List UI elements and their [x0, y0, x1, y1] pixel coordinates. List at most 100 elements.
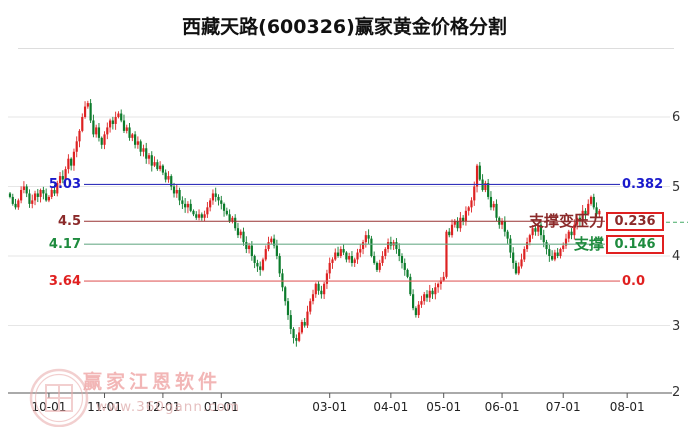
candle-body	[75, 141, 78, 152]
candle-body	[534, 228, 537, 232]
candle-body	[317, 283, 320, 291]
candle-body	[398, 249, 401, 256]
candle-body	[348, 256, 351, 260]
ratio-value-box: 0.146	[606, 234, 664, 254]
candle-body	[587, 203, 590, 215]
candle-body	[500, 221, 504, 225]
candle-body	[195, 214, 198, 218]
y-axis-label-6: 6	[672, 110, 681, 125]
candle-body	[242, 231, 245, 243]
candle-body	[395, 242, 398, 250]
candle-body	[367, 235, 370, 239]
candle-body	[234, 217, 237, 229]
candle-body	[331, 259, 334, 263]
candle-body	[359, 249, 362, 253]
ratio-value-label: 0.382	[622, 176, 664, 192]
candle-body	[309, 301, 312, 312]
x-axis-label-01-01: 01-01	[203, 400, 239, 414]
price-line-label-left: 3.64	[48, 273, 81, 289]
candle-body	[567, 231, 570, 239]
candle-body	[236, 228, 240, 236]
candle-body	[551, 256, 554, 260]
candle-body	[47, 196, 51, 201]
candle-body	[364, 235, 367, 243]
candle-body	[203, 214, 206, 218]
candle-body	[400, 256, 404, 263]
candle-body	[292, 328, 295, 339]
candle-body	[342, 249, 345, 253]
candle-body	[459, 217, 462, 229]
candle-body	[275, 245, 278, 256]
candle-body	[186, 203, 190, 208]
candle-body	[147, 155, 151, 159]
candle-body	[303, 322, 306, 326]
candle-body	[134, 134, 137, 145]
candle-body	[448, 231, 451, 236]
price-line-label-left: 4.5	[57, 213, 81, 229]
candle-body	[517, 266, 520, 274]
candle-body	[106, 127, 109, 135]
candle-body	[239, 231, 242, 236]
candle-body	[97, 127, 101, 138]
candle-body	[136, 141, 139, 145]
candle-body	[592, 196, 595, 208]
candle-body	[578, 217, 581, 222]
candle-body	[581, 210, 584, 222]
candle-body	[128, 127, 131, 138]
candle-body	[125, 127, 128, 131]
candle-body	[122, 120, 126, 131]
chart-title: 西藏天路(600326)赢家黄金价格分割	[182, 16, 507, 38]
candle-body	[228, 214, 231, 222]
candle-body	[120, 113, 123, 121]
candle-body	[328, 262, 331, 274]
candle-body	[589, 196, 593, 204]
candle-body	[564, 238, 568, 246]
candle-body	[403, 262, 406, 270]
candle-body	[412, 294, 415, 309]
candle-body	[311, 294, 315, 302]
candle-body	[58, 176, 62, 184]
candle-body	[295, 338, 298, 341]
x-axis-label-06-01: 06-01	[484, 400, 520, 414]
candle-body	[28, 193, 31, 204]
candle-body	[361, 242, 365, 250]
candle-body	[131, 134, 134, 138]
candle-body	[381, 256, 384, 263]
candle-body	[339, 249, 342, 256]
candle-body	[261, 259, 265, 270]
candle-body	[453, 221, 456, 225]
candle-body	[217, 196, 220, 201]
candle-body	[492, 203, 495, 208]
candle-body	[489, 196, 493, 208]
y-axis-label-4: 4	[672, 249, 681, 264]
candle-body	[259, 266, 262, 270]
candle-body	[350, 256, 354, 263]
candle-body	[245, 242, 248, 250]
candle-body	[95, 127, 98, 135]
candle-body	[150, 155, 153, 166]
candle-body	[81, 117, 84, 131]
candle-body	[356, 252, 359, 260]
candle-body	[598, 210, 601, 215]
candle-body	[214, 193, 217, 197]
candle-body	[450, 224, 454, 236]
candle-body	[114, 117, 117, 124]
candle-body	[53, 189, 56, 194]
candle-body	[545, 242, 548, 250]
price-line-label-left: 5.03	[48, 176, 81, 192]
candle-body	[537, 224, 540, 232]
candle-body	[142, 148, 145, 152]
candle-body	[512, 252, 515, 263]
title-separator	[18, 48, 674, 49]
candle-body	[164, 172, 167, 180]
candle-body	[442, 276, 445, 281]
candle-body	[153, 162, 156, 166]
candle-body	[464, 210, 468, 222]
candle-body	[289, 315, 292, 329]
candle-body	[595, 207, 598, 215]
annotation-support-pressure: 支撑变压力	[528, 212, 604, 231]
candle-body	[336, 252, 340, 256]
candle-body	[231, 217, 234, 222]
candle-body	[250, 245, 253, 256]
